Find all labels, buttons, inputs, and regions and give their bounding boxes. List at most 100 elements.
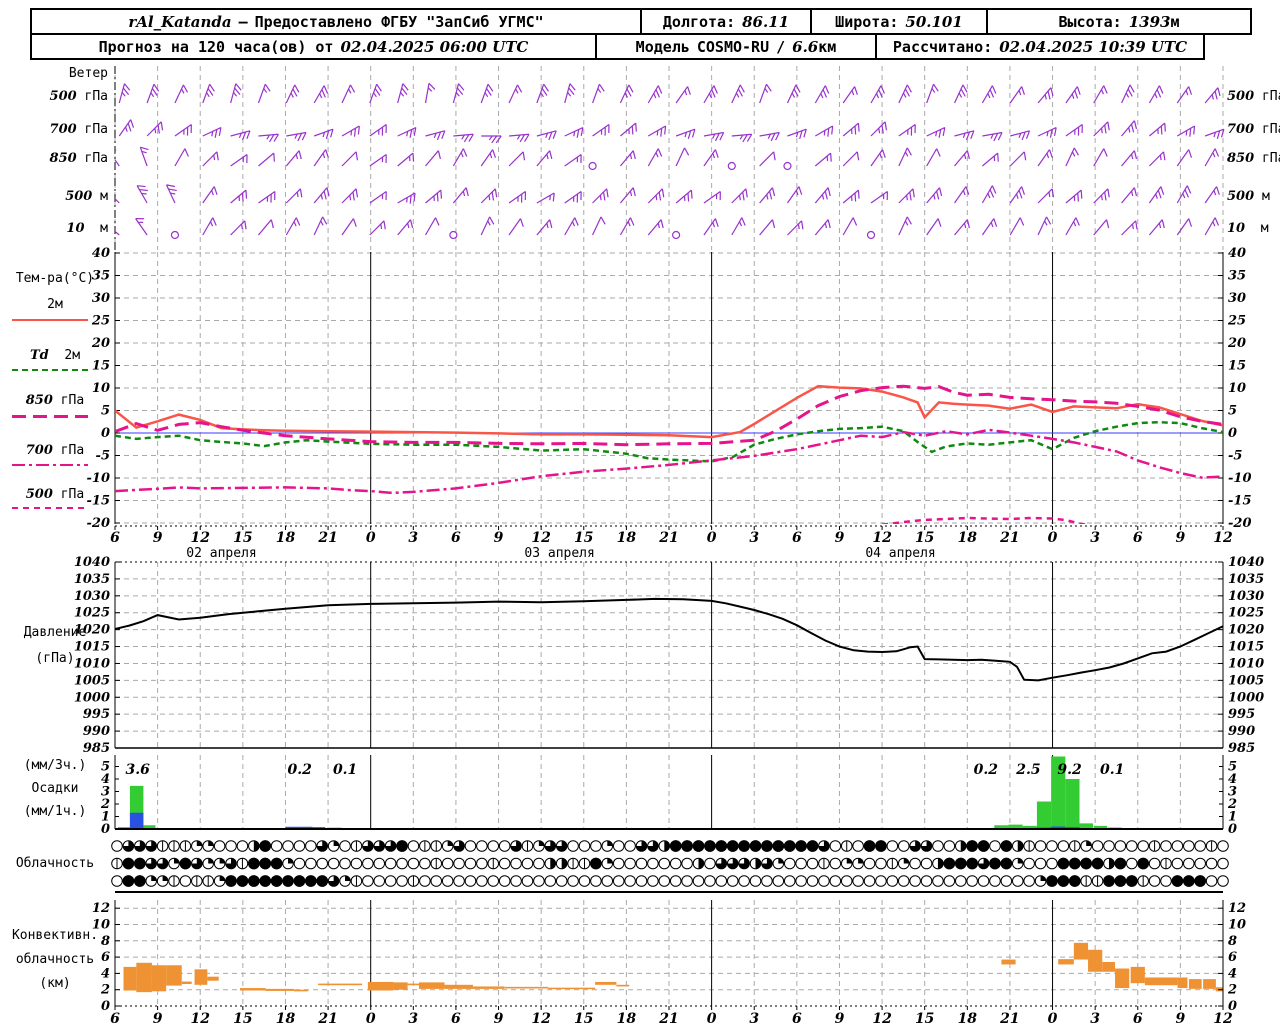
- pressure-label-1: Давление: [0, 625, 110, 640]
- legend-line-td: [12, 369, 88, 371]
- svg-text:6: 6: [110, 530, 120, 546]
- conv-text-3: (км): [39, 976, 71, 991]
- svg-text:12: 12: [190, 1011, 210, 1024]
- svg-text:1040: 1040: [74, 555, 110, 570]
- legend-td-pre: Td: [29, 348, 49, 363]
- cloudiness-band: [111, 840, 1229, 893]
- svg-text:18: 18: [958, 1011, 978, 1024]
- svg-text:1005: 1005: [74, 673, 110, 688]
- svg-text:9: 9: [1176, 530, 1186, 546]
- svg-text:0: 0: [1228, 426, 1237, 441]
- svg-text:1030: 1030: [74, 589, 110, 604]
- convective-label-3: (км): [0, 976, 110, 991]
- svg-text:12: 12: [872, 1011, 892, 1024]
- level-num: 850: [1227, 151, 1255, 166]
- svg-text:25: 25: [1227, 314, 1246, 329]
- svg-text:21: 21: [658, 530, 678, 546]
- svg-text:9: 9: [835, 1011, 845, 1024]
- precip-1h-text: (мм/1ч.): [23, 804, 87, 819]
- forecast-label: Прогноз на 120 часа(ов) от: [98, 37, 334, 56]
- precip-main-text: Осадки: [31, 781, 79, 796]
- pressure-unit-text: (гПа): [35, 651, 75, 666]
- svg-text:-20: -20: [1228, 516, 1252, 531]
- header-forecast-cell: Прогноз на 120 часа(ов) от 02.04.2025 06…: [32, 35, 595, 58]
- svg-text:6: 6: [792, 1011, 802, 1024]
- alt-value-wrap: 1393 м: [1129, 13, 1180, 31]
- forecast-time: 02.04.2025 06:00 UTC: [340, 37, 529, 56]
- cloudiness-label: Облачность: [0, 856, 110, 871]
- lat-value: 50.101: [905, 12, 963, 31]
- svg-text:0: 0: [1048, 1011, 1058, 1024]
- wind-level-850hpa-left: 850 гПа: [0, 151, 108, 166]
- legend-entry-td: Td 2м: [0, 348, 110, 363]
- svg-text:3: 3: [749, 1011, 759, 1024]
- svg-text:4: 4: [1228, 966, 1237, 981]
- calc-time: 02.04.2025 10:39 UTC: [999, 37, 1188, 56]
- level-unit: гПа: [84, 151, 108, 166]
- level-num: 500: [1227, 189, 1255, 204]
- temp-title-text: Тем-ра(°C): [15, 271, 95, 286]
- svg-text:4: 4: [1228, 772, 1237, 787]
- level-unit: м: [100, 221, 108, 236]
- svg-text:0: 0: [101, 822, 110, 837]
- svg-text:0: 0: [101, 426, 110, 441]
- svg-text:12: 12: [1213, 530, 1233, 546]
- svg-text:12: 12: [872, 530, 892, 546]
- svg-text:0: 0: [101, 999, 110, 1014]
- convective-label-2: облачность: [0, 952, 110, 967]
- svg-text:3: 3: [408, 530, 418, 546]
- svg-text:9: 9: [153, 1011, 163, 1024]
- svg-text:40: 40: [1228, 246, 1246, 261]
- alt-value: 1393: [1128, 12, 1171, 31]
- svg-text:9: 9: [835, 530, 845, 546]
- header-lat-cell: Широта: 50.101: [810, 10, 986, 33]
- svg-text:6: 6: [451, 1011, 461, 1024]
- level-num: 850: [49, 151, 77, 166]
- level-num: 500: [49, 89, 77, 104]
- svg-text:1015: 1015: [1228, 640, 1264, 655]
- svg-text:1030: 1030: [1228, 589, 1264, 604]
- svg-text:21: 21: [317, 530, 337, 546]
- svg-text:3: 3: [1228, 785, 1237, 800]
- legend-td-text: 2м: [64, 348, 81, 363]
- wind-level-10m-left: 10 м: [0, 221, 108, 236]
- wind-level-10m-right: 10 м: [1227, 221, 1269, 236]
- level-unit: гПа: [1261, 89, 1280, 104]
- model-name: COSMO-RU: [696, 37, 770, 56]
- svg-text:12: 12: [531, 1011, 551, 1024]
- svg-text:8: 8: [1228, 934, 1237, 949]
- legend-line-500: [12, 507, 88, 509]
- level-num: 700: [1227, 122, 1255, 137]
- wind-panel-title: Ветер: [0, 66, 108, 81]
- cloudiness-text: Облачность: [15, 856, 95, 871]
- level-unit: гПа: [84, 89, 108, 104]
- model-label: Модель: [635, 37, 690, 56]
- wind-barbs: [115, 82, 1225, 240]
- legend-line-850: [12, 415, 88, 418]
- dash: —: [238, 12, 248, 31]
- svg-text:995: 995: [83, 707, 110, 722]
- svg-text:04 апреля: 04 апреля: [865, 546, 935, 561]
- svg-text:0: 0: [1228, 999, 1237, 1014]
- svg-text:0.1: 0.1: [333, 762, 357, 778]
- legend-entry-700: 700 гПа: [0, 443, 110, 458]
- header-row-2: Прогноз на 120 часа(ов) от 02.04.2025 06…: [30, 33, 1205, 60]
- svg-text:3: 3: [408, 1011, 418, 1024]
- precip-label-main: Осадки: [0, 781, 110, 796]
- svg-text:0.1: 0.1: [1100, 762, 1124, 778]
- svg-text:3.6: 3.6: [126, 762, 151, 778]
- header-row-1: rAl_Katanda — Предоставлено ФГБУ "ЗапСиб…: [30, 8, 1252, 35]
- legend-500-unit: гПа: [60, 487, 85, 502]
- header-model-cell: Модель COSMO-RU / 6.6 км: [595, 35, 875, 58]
- svg-text:15: 15: [233, 530, 252, 546]
- svg-text:1025: 1025: [74, 606, 110, 621]
- svg-text:9.2: 9.2: [1057, 762, 1082, 778]
- precipitation-panel: 5 54 43 32 21 10 03.6 0.2 0.1 0.2 2.5 9.2 0.1: [100, 755, 1237, 837]
- svg-text:990: 990: [1228, 724, 1255, 739]
- lon-label: Долгота:: [662, 12, 736, 31]
- wind-level-700hpa-right: 700 гПа: [1227, 122, 1280, 137]
- svg-text:3: 3: [1090, 1011, 1100, 1024]
